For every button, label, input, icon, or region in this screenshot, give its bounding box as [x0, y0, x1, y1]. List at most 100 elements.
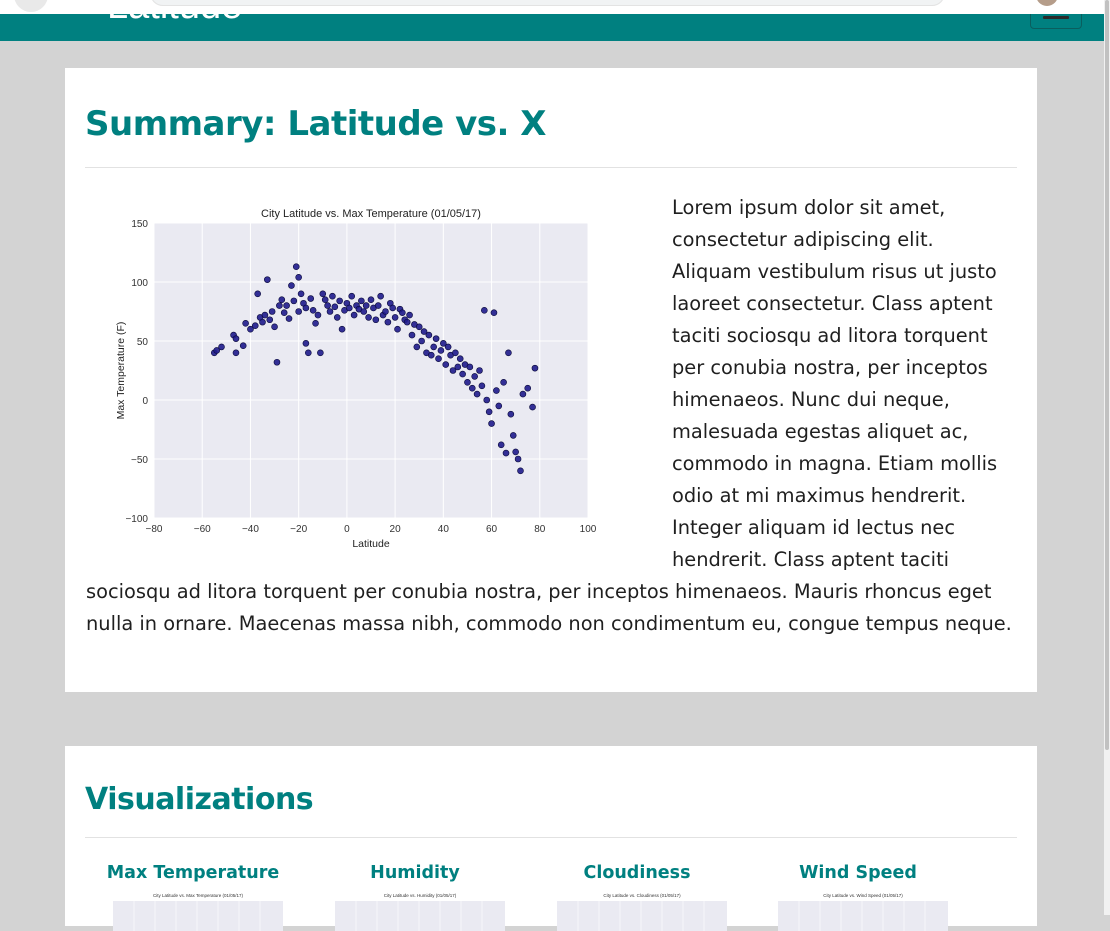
data-point [362, 302, 370, 309]
data-point [331, 303, 339, 311]
data-point [512, 448, 519, 456]
data-point [473, 390, 481, 398]
data-point [239, 342, 247, 350]
viz-tile-humidity[interactable]: Humidity City Latitude vs. Humidity (01/… [315, 863, 515, 931]
y-axis-label: Max Temperature (F) [115, 322, 127, 420]
viz-tile-wind-speed[interactable]: Wind Speed City Latitude vs. Wind Speed … [758, 863, 958, 931]
data-point [500, 379, 507, 386]
browser-back-button[interactable] [14, 0, 48, 12]
thumb-plot-area [335, 901, 505, 931]
page-scrollbar[interactable] [1104, 0, 1110, 915]
viz-label-max-temperature[interactable]: Max Temperature [106, 863, 280, 883]
x-tick-label: −80 [146, 524, 163, 535]
data-point [338, 325, 346, 333]
data-point [242, 320, 249, 327]
data-point [273, 358, 281, 366]
data-point [232, 335, 240, 342]
scrollbar-thumb[interactable] [1105, 0, 1109, 750]
thumb-plot-area [557, 901, 727, 931]
data-point [324, 302, 331, 309]
data-point [336, 297, 343, 305]
data-point [529, 403, 536, 411]
data-point [444, 343, 452, 351]
visualizations-divider [85, 837, 1017, 838]
viz-tile-max-temperature[interactable]: Max Temperature City Latitude vs. Max Te… [93, 863, 293, 931]
visualizations-card: Visualizations Max Temperature City Lati… [65, 746, 1037, 931]
data-point [305, 349, 312, 357]
data-point [459, 370, 466, 378]
data-point [437, 347, 445, 354]
data-point [505, 349, 512, 357]
data-point [259, 318, 266, 326]
data-point [314, 311, 322, 319]
avatar[interactable] [1036, 0, 1058, 6]
data-point [280, 309, 288, 316]
x-tick-label: −20 [290, 524, 307, 535]
chart-title: City Latitude vs. Max Temperature (01/05… [261, 208, 481, 220]
data-point [326, 308, 334, 315]
viz-thumbnail-wind-speed[interactable]: City Latitude vs. Wind Speed (01/05/17) [758, 891, 958, 931]
data-point [403, 318, 411, 326]
y-tick-label: 0 [142, 396, 148, 407]
summary-paragraph: Lorem ipsum dolor sit amet, consectetur … [86, 196, 1012, 635]
data-point [382, 308, 389, 315]
data-point [399, 309, 406, 316]
data-point [377, 292, 384, 300]
data-point [295, 308, 302, 315]
browser-chrome [0, 0, 1104, 14]
x-tick-label: −60 [194, 524, 211, 535]
data-point [507, 410, 515, 418]
data-point [374, 302, 382, 309]
data-point [372, 316, 380, 324]
viz-label-cloudiness[interactable]: Cloudiness [583, 863, 691, 883]
data-point [490, 309, 498, 316]
thumb-title: City Latitude vs. Humidity (01/05/17) [384, 893, 457, 898]
viz-thumbnail-humidity[interactable]: City Latitude vs. Humidity (01/05/17) [315, 891, 515, 931]
data-point [485, 408, 493, 416]
data-point [471, 373, 478, 380]
data-point [247, 325, 254, 333]
y-tick-label: 50 [137, 337, 149, 348]
data-point [348, 292, 356, 300]
data-point [452, 349, 459, 357]
viz-thumbnail-cloudiness[interactable]: City Latitude vs. Cloudiness (01/05/17) [537, 891, 737, 931]
data-point [360, 308, 368, 315]
data-point [278, 296, 286, 303]
data-point [413, 343, 421, 351]
data-point [329, 292, 336, 300]
data-point [264, 276, 271, 283]
hamburger-icon [1043, 16, 1069, 19]
viz-label-humidity[interactable]: Humidity [370, 863, 460, 883]
thumb-title: City Latitude vs. Wind Speed (01/05/17) [823, 893, 903, 898]
data-point [333, 314, 341, 321]
data-point [290, 297, 298, 305]
data-point [430, 343, 437, 351]
data-point [268, 308, 276, 315]
data-point [481, 307, 488, 314]
address-bar[interactable] [150, 0, 945, 6]
data-point [309, 307, 317, 314]
data-point [213, 347, 220, 354]
data-point [483, 396, 491, 404]
thumb-plot-area [113, 901, 283, 931]
viz-label-wind-speed[interactable]: Wind Speed [799, 863, 917, 883]
data-point [218, 343, 225, 351]
x-tick-label: −40 [242, 524, 259, 535]
data-point [415, 323, 423, 331]
viz-thumbnail-max-temperature[interactable]: City Latitude vs. Max Temperature (01/05… [93, 891, 293, 931]
navbar-toggle-button[interactable] [1030, 14, 1082, 29]
data-point [432, 335, 440, 342]
data-point [495, 402, 503, 410]
visualizations-title: Visualizations [85, 782, 314, 817]
data-point [456, 355, 464, 362]
data-point [425, 331, 433, 339]
data-point [524, 384, 532, 392]
x-tick-label: 80 [534, 524, 546, 535]
data-point [254, 290, 261, 298]
navbar-brand[interactable]: Latitude [107, 14, 242, 31]
viz-tile-cloudiness[interactable]: Cloudiness City Latitude vs. Cloudiness … [537, 863, 737, 931]
data-point [271, 323, 278, 331]
data-point [391, 314, 399, 321]
data-point [449, 367, 457, 374]
data-point [394, 325, 401, 333]
